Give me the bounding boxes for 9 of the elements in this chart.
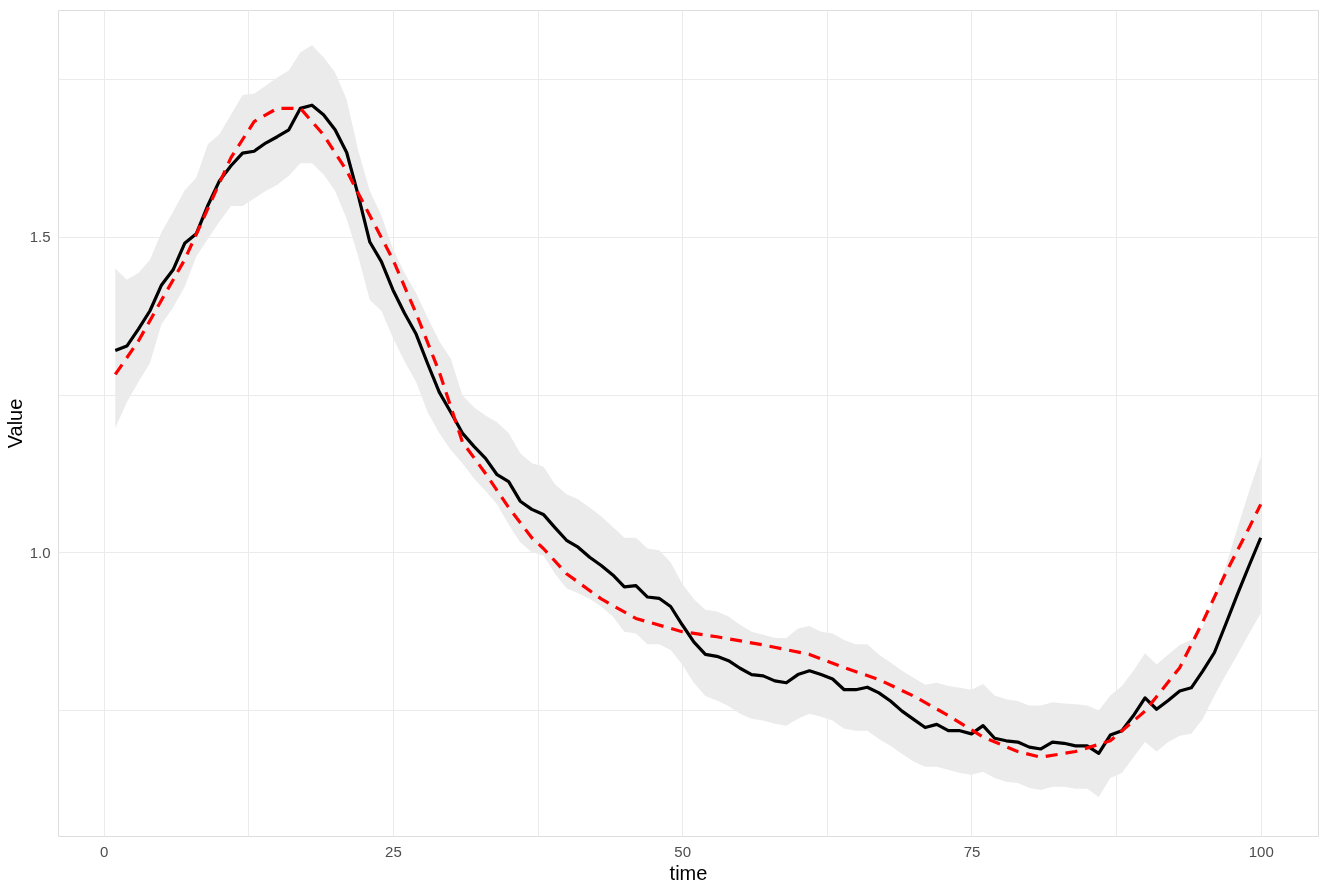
y-axis-title: Value [3,398,26,449]
x-tick-label: 100 [1248,842,1274,860]
x-tick-label: 75 [963,842,981,860]
x-tick-label: 50 [674,842,692,860]
y-tick-label: 1.0 [29,543,51,561]
x-axis-title: time [669,861,708,884]
x-tick-label: 25 [385,842,402,860]
x-tick-label: 0 [100,842,109,860]
y-tick-label: 1.5 [29,228,51,246]
